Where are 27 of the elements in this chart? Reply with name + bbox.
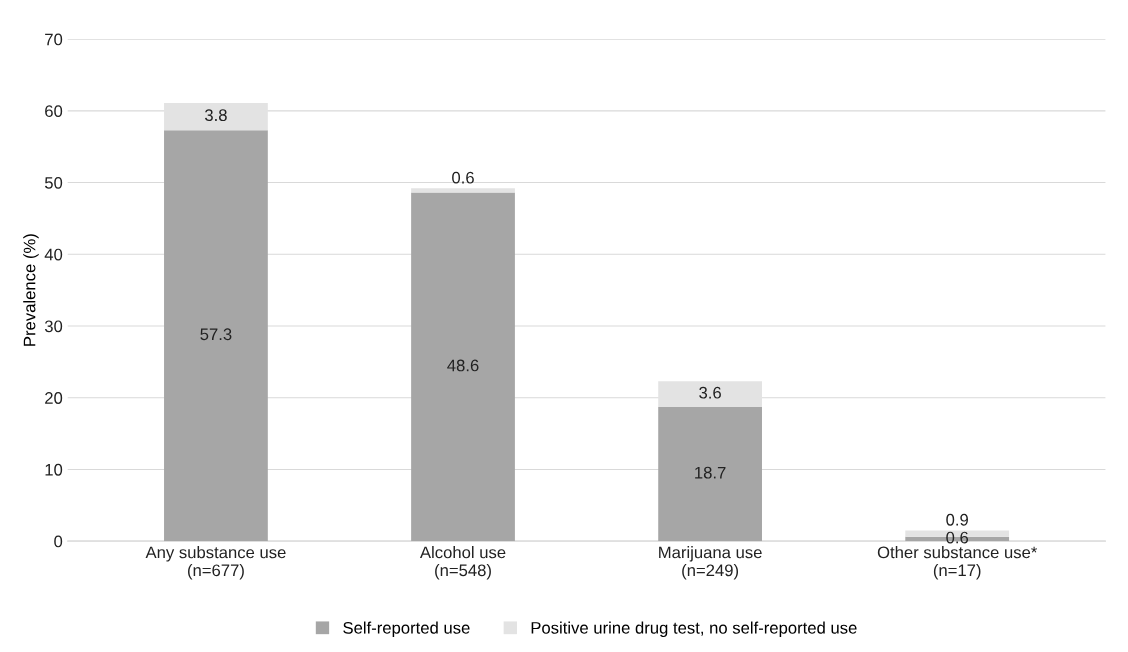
legend-label: Positive urine drug test, no self-reported use: [531, 621, 857, 638]
y-tick-label: 0: [54, 535, 63, 548]
y-tick-label: 30: [44, 320, 63, 333]
y-tick-label: 60: [45, 105, 63, 118]
data-label: 48.6: [447, 359, 479, 372]
data-label: 0.9: [946, 513, 968, 526]
bar: [411, 192, 515, 542]
data-label: 3.8: [204, 109, 227, 122]
y-tick-label: 50: [44, 176, 63, 189]
data-label: 3.6: [699, 386, 721, 399]
bar: [411, 188, 515, 193]
y-tick-label: 20: [45, 392, 63, 404]
x-tick-label: Other substance use* (n=17): [877, 546, 1038, 580]
bar: [164, 130, 268, 542]
legend-label: Self-reported use: [343, 621, 470, 638]
x-tick-label: Any substance use (n=677): [145, 546, 286, 580]
x-tick-label: Alcohol use (n=548): [419, 546, 506, 580]
y-axis-title: Prevalence (%): [23, 234, 39, 346]
x-tick-label: Marijuana use (n=249): [659, 546, 762, 580]
data-label: 57.3: [200, 328, 232, 341]
data-label: 0.6: [452, 171, 474, 184]
data-label: 0.6: [946, 531, 969, 544]
y-tick-label: 10: [45, 463, 63, 476]
data-label: 18.7: [695, 466, 726, 479]
y-tick-label: 70: [45, 33, 63, 46]
bar: [658, 407, 762, 542]
y-tick-label: 40: [44, 248, 63, 261]
